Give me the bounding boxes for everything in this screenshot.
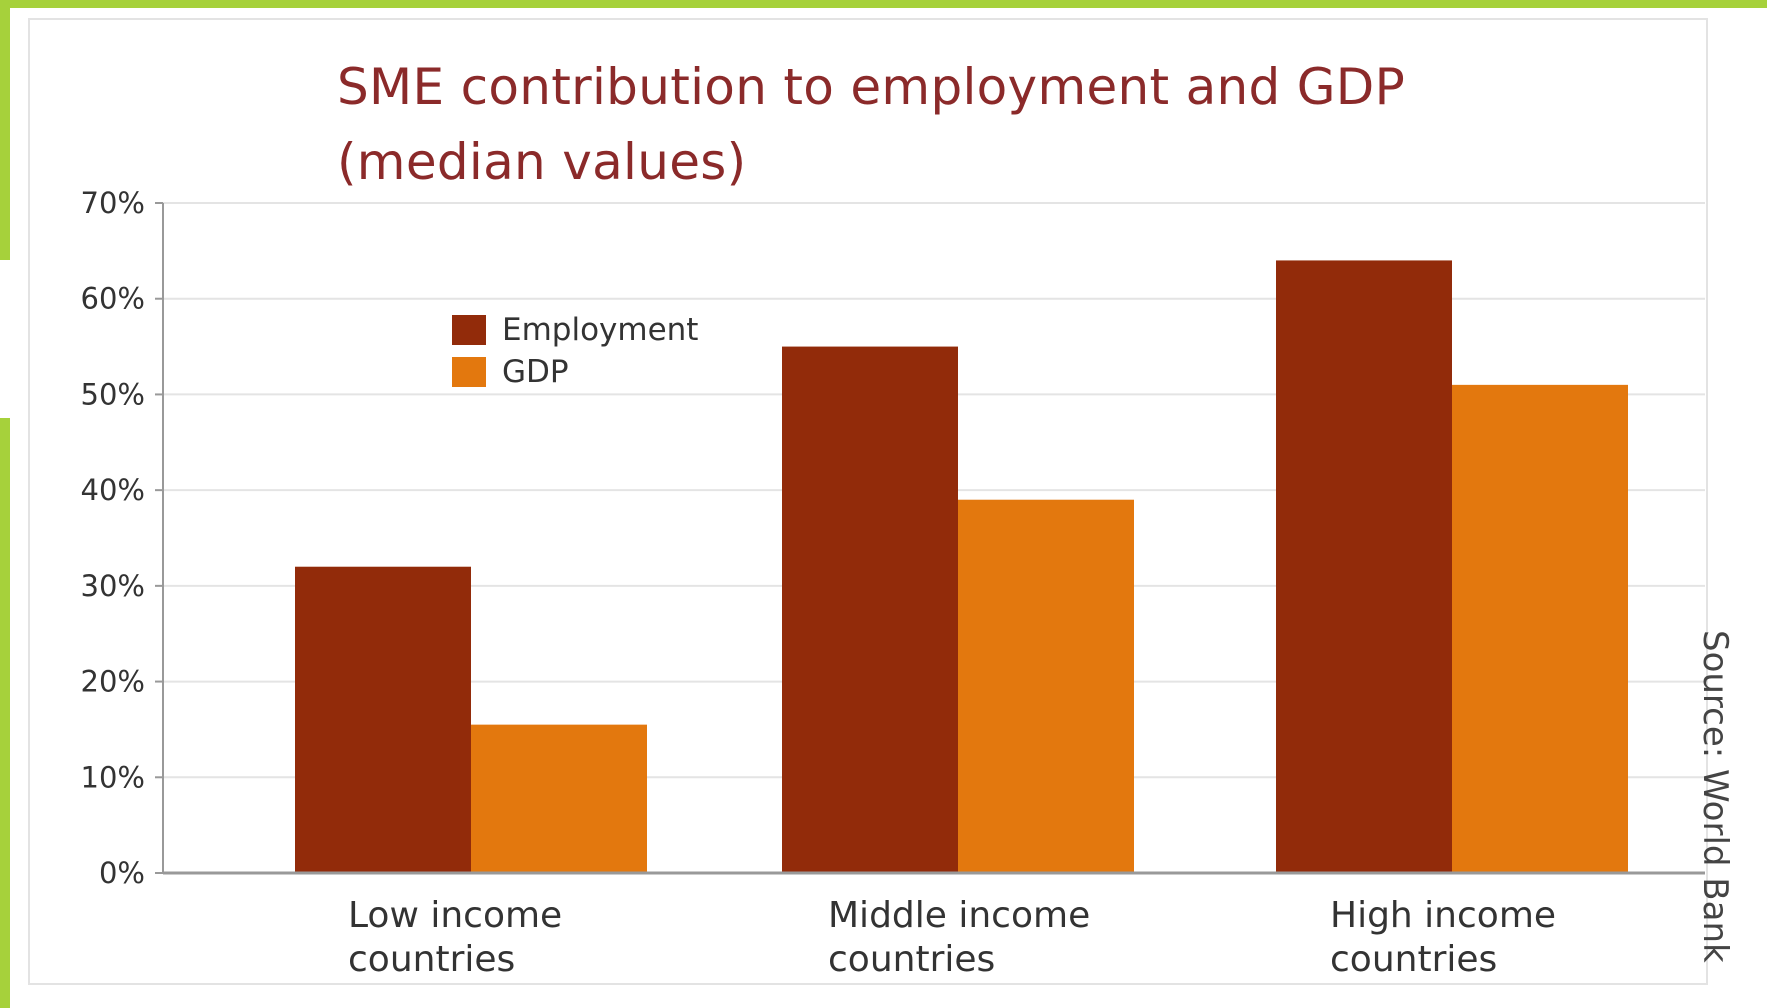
x-tick-label-line: countries <box>348 939 516 980</box>
bar-employment-1 <box>782 346 958 874</box>
legend-label-gdp: GDP <box>502 354 569 390</box>
y-tick-label: 10% <box>81 760 145 794</box>
slide-border-top <box>0 0 1767 8</box>
y-tick-label: 40% <box>81 473 145 507</box>
legend-label-employment: Employment <box>502 312 699 348</box>
slide-border-left-upper <box>0 0 10 260</box>
x-tick-label-line: Low income <box>348 895 563 936</box>
bar-gdp-2 <box>1452 384 1628 873</box>
legend-item-gdp: GDP <box>452 351 698 393</box>
y-tick-label: 20% <box>81 665 145 699</box>
chart-title-line-1: SME contribution to employment and GDP <box>337 58 1406 116</box>
chart-title-line-2: (median values) <box>337 133 747 191</box>
x-tick-label-low-income: Low income countries <box>348 894 562 982</box>
x-tick-label-line: High income <box>1330 895 1557 936</box>
legend-swatch-gdp <box>452 357 486 387</box>
source-note: Source: World Bank <box>1695 630 1735 963</box>
y-tick-label: 70% <box>81 186 145 220</box>
bar-employment-2 <box>1276 260 1452 873</box>
chart-title: SME contribution to employment and GDP (… <box>337 50 1637 200</box>
x-tick-label-line: countries <box>1330 939 1498 980</box>
slide-border-left-lower <box>0 418 10 1008</box>
y-tick-label: 60% <box>81 282 145 316</box>
bar-gdp-1 <box>958 499 1134 873</box>
y-tick-label: 0% <box>99 856 145 890</box>
bar-gdp-0 <box>471 724 647 873</box>
y-tick-label: 30% <box>81 569 145 603</box>
legend-item-employment: Employment <box>452 309 698 351</box>
y-tick-label: 50% <box>81 377 145 411</box>
chart-legend: Employment GDP <box>452 309 698 393</box>
x-tick-label-line: countries <box>828 939 996 980</box>
x-tick-label-middle-income: Middle income countries <box>828 894 1090 982</box>
x-tick-label-line: Middle income <box>828 895 1091 936</box>
legend-swatch-employment <box>452 315 486 345</box>
bar-employment-0 <box>295 566 471 873</box>
x-tick-label-high-income: High income countries <box>1330 894 1556 982</box>
